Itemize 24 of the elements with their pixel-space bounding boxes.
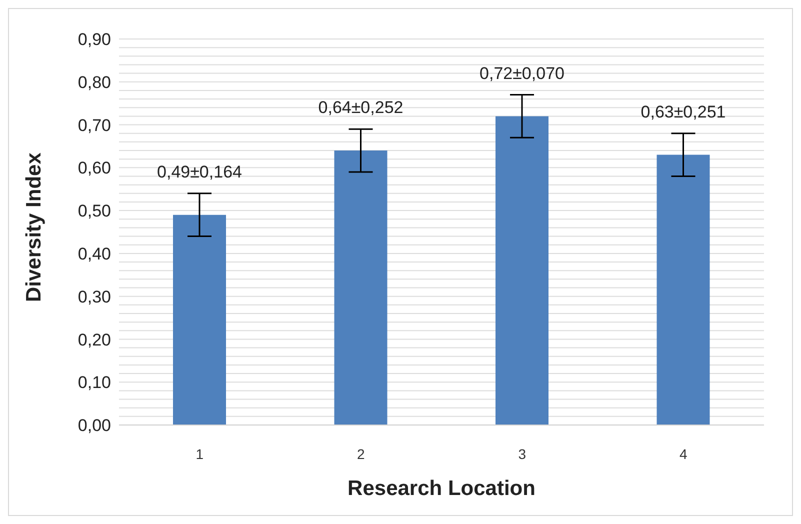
y-tick-label: 0,10 <box>78 373 111 392</box>
x-tick-label: 3 <box>518 446 526 462</box>
y-tick-label: 0,20 <box>78 330 111 350</box>
x-tick-label: 4 <box>679 446 688 462</box>
y-tick-label: 0,80 <box>78 72 111 92</box>
bar <box>173 214 226 425</box>
x-tick-label: 2 <box>356 446 365 462</box>
data-label: 0,49±0,164 <box>157 162 242 182</box>
x-tick-label: 1 <box>196 446 204 462</box>
y-tick-label: 0,90 <box>78 30 111 50</box>
y-tick-label: 0,40 <box>78 244 111 264</box>
bar <box>334 150 388 425</box>
y-tick-label: 0,60 <box>78 158 111 178</box>
y-tick-label: 0,70 <box>78 116 111 135</box>
y-axis-title: Diversity Index <box>22 152 46 302</box>
y-tick-label: 0,00 <box>78 416 111 436</box>
x-axis-title: Research Location <box>348 477 536 500</box>
y-tick-label: 0,30 <box>78 287 111 306</box>
bar <box>656 154 710 425</box>
y-tick-label: 0,50 <box>78 202 111 221</box>
data-label: 0,72±0,070 <box>480 64 564 83</box>
data-label: 0,64±0,252 <box>318 98 404 118</box>
bar <box>496 116 548 425</box>
data-label: 0,63±0,251 <box>640 102 726 122</box>
